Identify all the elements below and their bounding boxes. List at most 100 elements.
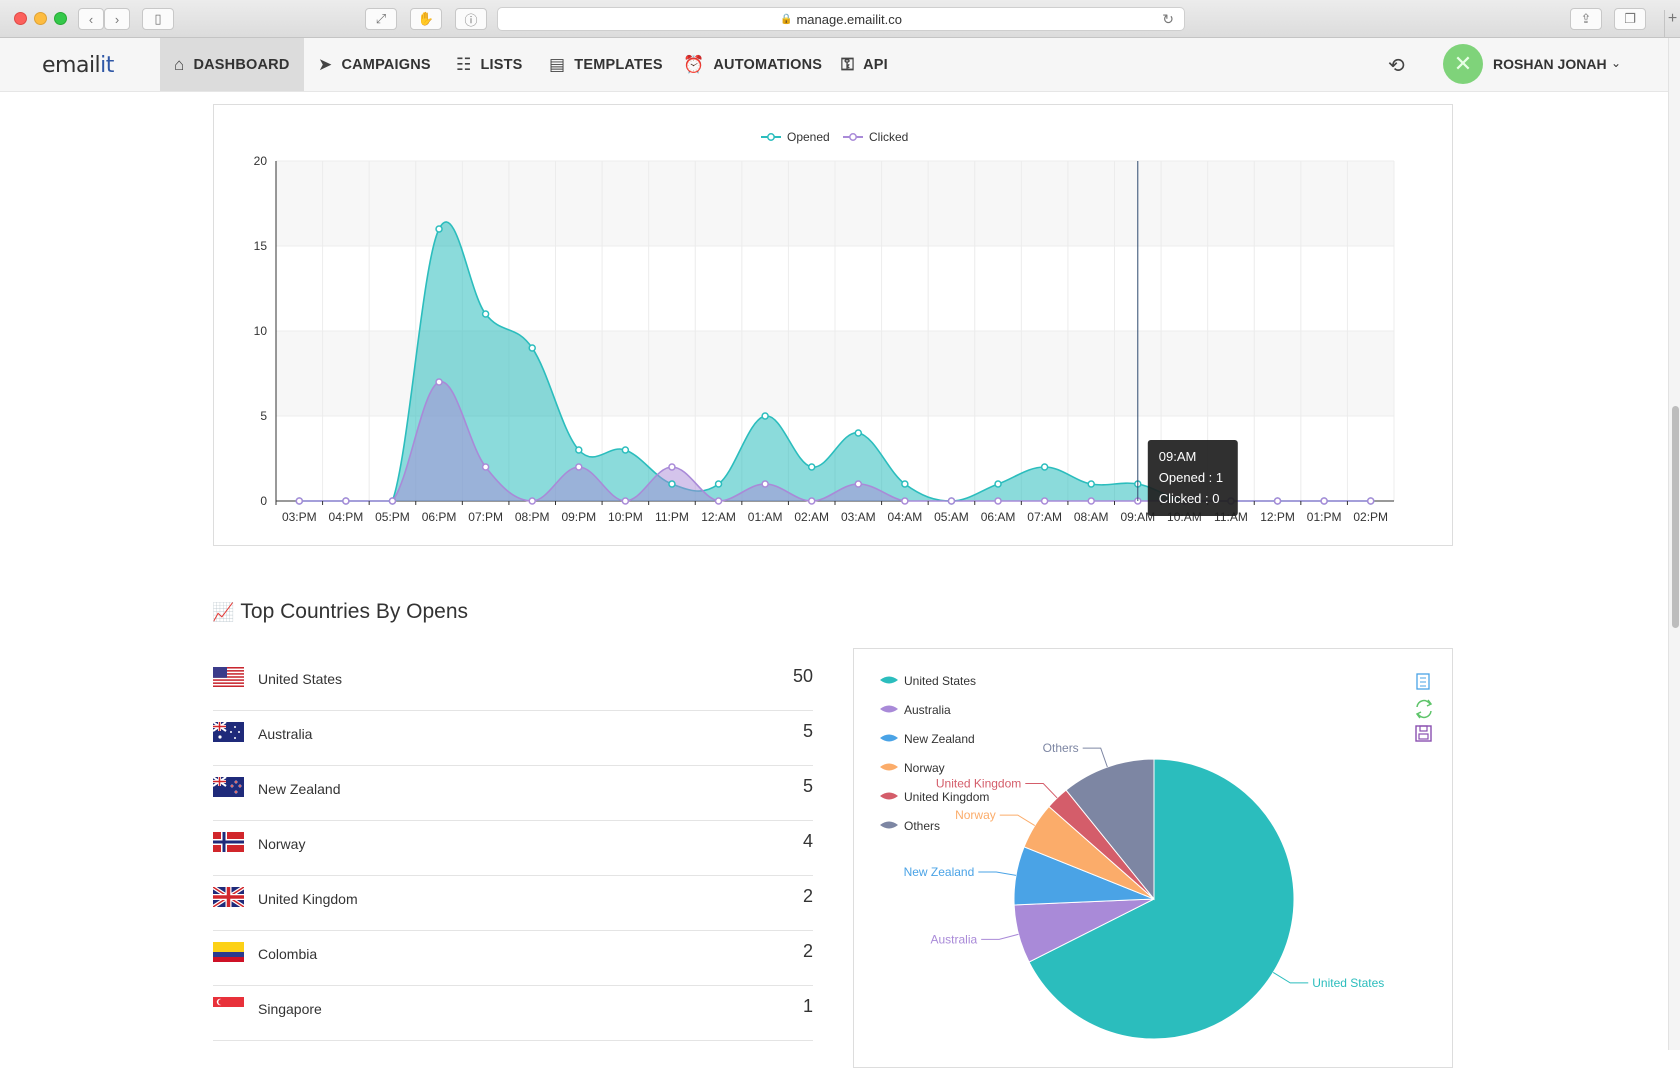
country-count: 2 — [802, 886, 813, 906]
scrollbar-thumb[interactable] — [1672, 406, 1679, 628]
data-point-clicked[interactable] — [342, 497, 350, 505]
country-name: United Kingdom — [258, 891, 358, 907]
avatar[interactable]: ✕ — [1443, 44, 1483, 84]
nav-lists[interactable]: ☷ LISTS — [442, 38, 537, 91]
data-point-clicked[interactable] — [481, 463, 490, 471]
data-point-opened[interactable] — [807, 463, 816, 471]
minimize-window-button[interactable] — [34, 12, 47, 25]
tabs-overview-button[interactable]: ❐ — [1614, 8, 1646, 30]
legend-item-australia[interactable]: Australia — [880, 703, 951, 717]
data-point-opened[interactable] — [575, 446, 583, 454]
back-button[interactable]: ‹ — [78, 8, 104, 30]
data-point-opened[interactable] — [901, 480, 909, 488]
nav-api[interactable]: ⚿ API — [827, 38, 902, 91]
x-tick-label: 05:PM — [375, 510, 410, 524]
legend-marker-clicked — [849, 133, 857, 141]
new-tab-button[interactable]: + — [1664, 10, 1680, 38]
flag-nz-icon — [213, 777, 244, 797]
history-icon[interactable]: ⟲ — [1388, 55, 1405, 77]
legend-label-clicked[interactable]: Clicked — [869, 130, 908, 144]
data-point-clicked[interactable] — [668, 463, 676, 471]
restore-icon[interactable] — [1415, 699, 1433, 719]
data-point-clicked[interactable] — [947, 497, 956, 505]
country-name: United States — [258, 671, 343, 687]
country-name: Colombia — [258, 946, 318, 962]
data-point-opened[interactable] — [1087, 480, 1095, 488]
legend-item-new-zealand[interactable]: New Zealand — [880, 732, 975, 746]
save-image-icon[interactable] — [1415, 725, 1432, 742]
data-point-opened[interactable] — [854, 429, 863, 437]
data-point-clicked[interactable] — [435, 378, 443, 386]
chevron-left-icon: ‹ — [88, 11, 94, 27]
data-point-clicked[interactable] — [807, 497, 816, 505]
pie-slice-united-states[interactable] — [1028, 758, 1295, 1040]
data-point-opened[interactable] — [435, 225, 443, 233]
country-count: 1 — [802, 996, 813, 1016]
pie-leader-line — [1272, 971, 1309, 984]
data-point-opened[interactable] — [761, 412, 769, 420]
page-scrollbar[interactable] — [1668, 38, 1680, 1050]
data-point-clicked[interactable] — [1087, 497, 1095, 505]
data-point-clicked[interactable] — [994, 497, 1002, 505]
nav-campaigns[interactable]: ➤ CAMPAIGNS — [304, 38, 445, 91]
close-window-button[interactable] — [14, 12, 27, 25]
data-point-clicked[interactable] — [621, 497, 630, 505]
section-title: 📈 Top Countries By Opens — [212, 600, 468, 624]
x-tick-label: 04:AM — [888, 510, 923, 524]
pie-slice-label: Australia — [930, 932, 977, 946]
data-view-icon[interactable] — [1416, 673, 1430, 690]
legend-item-others[interactable]: Others — [880, 819, 940, 833]
data-point-clicked[interactable] — [761, 480, 769, 488]
x-tick-label: 06:AM — [981, 510, 1016, 524]
legend-item-norway[interactable]: Norway — [880, 761, 945, 775]
data-point-opened[interactable] — [621, 446, 630, 454]
address-book-icon: ☷ — [456, 54, 472, 74]
zoom-window-button[interactable] — [54, 12, 67, 25]
data-point-clicked[interactable] — [295, 497, 304, 505]
legend-item-united-states[interactable]: United States — [880, 674, 976, 688]
reload-icon[interactable]: ↻ — [1162, 11, 1174, 27]
info-extension-button[interactable]: ⓘ — [455, 8, 487, 30]
data-point-opened[interactable] — [994, 480, 1002, 488]
data-point-clicked[interactable] — [575, 463, 583, 471]
data-point-opened[interactable] — [481, 310, 490, 318]
data-point-clicked[interactable] — [1273, 497, 1282, 505]
series-area-clicked — [299, 381, 1371, 501]
nav-label: LISTS — [480, 56, 523, 73]
logo[interactable]: emailit — [42, 53, 114, 78]
nav-dashboard[interactable]: ⌂ DASHBOARD — [160, 38, 304, 91]
sidebar-toggle-button[interactable]: ▯ — [142, 8, 174, 30]
nav-templates[interactable]: ▤ TEMPLATES — [535, 38, 677, 91]
x-tick-label: 02:AM — [794, 510, 829, 524]
data-point-clicked[interactable] — [528, 497, 536, 505]
nav-label: API — [863, 56, 888, 73]
user-name[interactable]: ROSHAN JONAH — [1493, 56, 1607, 72]
data-point-opened[interactable] — [668, 480, 676, 488]
forward-button[interactable]: › — [104, 8, 130, 30]
x-tick-label: 08:AM — [1074, 510, 1109, 524]
legend-label: United Kingdom — [904, 790, 989, 804]
data-point-clicked[interactable] — [1040, 497, 1049, 505]
data-point-clicked[interactable] — [388, 497, 397, 505]
share-button[interactable]: ⇪ — [1570, 8, 1602, 30]
data-point-clicked[interactable] — [1366, 497, 1375, 505]
nav-automations[interactable]: ⏰ AUTOMATIONS — [669, 38, 836, 91]
chevron-down-icon[interactable]: ⌄ — [1611, 56, 1622, 70]
data-point-opened[interactable] — [1040, 463, 1049, 471]
data-point-clicked[interactable] — [854, 480, 863, 488]
address-bar[interactable]: 🔒 manage.emailit.co ↻ — [497, 7, 1185, 31]
privacy-extension-button[interactable]: ✋ — [410, 8, 442, 30]
pie-slice-label: New Zealand — [904, 865, 975, 879]
pie-leader-line — [1025, 782, 1058, 799]
top-navigation: emailit ⌂ DASHBOARD ➤ CAMPAIGNS ☷ LISTS ▤ TE… — [0, 38, 1668, 92]
data-point-clicked[interactable] — [1320, 497, 1328, 505]
countries-pie-chart: United States Australia New Zealand Norway U… — [880, 673, 1433, 1040]
list-item: Colombia 2 — [213, 931, 813, 986]
fullscreen-button[interactable]: ⤢ — [365, 8, 397, 30]
legend-item-united-kingdom[interactable]: United Kingdom — [880, 790, 989, 804]
data-point-opened[interactable] — [528, 344, 536, 352]
data-point-clicked[interactable] — [901, 497, 909, 505]
data-point-opened[interactable] — [714, 480, 723, 488]
data-point-clicked[interactable] — [714, 497, 723, 505]
legend-label-opened[interactable]: Opened — [787, 130, 830, 144]
